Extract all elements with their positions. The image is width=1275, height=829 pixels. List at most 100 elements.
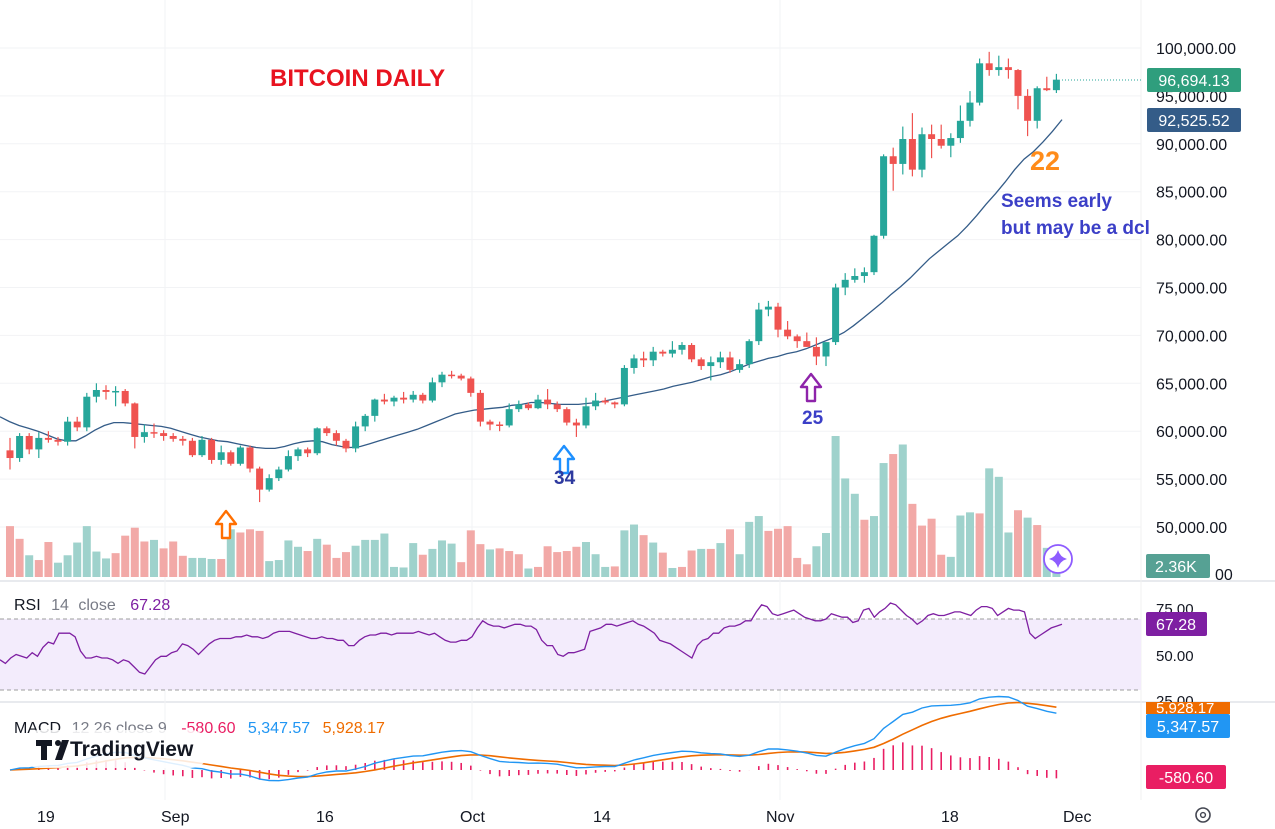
volume-bar [975, 513, 984, 577]
volume-bar [351, 545, 360, 577]
volume-bars [6, 436, 1061, 577]
volume-bar [150, 539, 158, 577]
volume-bar [553, 552, 562, 577]
volume-bar [207, 558, 216, 577]
histogram-value-tag[interactable]: -580.60 [1146, 765, 1226, 789]
candle-body [169, 435, 177, 439]
ma-value: 92,525.52 [1158, 113, 1229, 130]
volume-bar [639, 535, 648, 577]
volume-bar [745, 521, 754, 577]
candle-body [745, 341, 753, 365]
volume-bar [236, 532, 245, 577]
signal-value-tag[interactable]: 5,928.17 [1146, 700, 1230, 717]
volume-bar [774, 528, 782, 577]
ma-value-tag[interactable]: 92,525.52 [1147, 108, 1241, 132]
time-axis[interactable]: 19 Sep 16 Oct 14 Nov 18 Dec [37, 809, 1091, 826]
candle-body [678, 344, 686, 350]
last-price-tag[interactable]: 96,694.13 [1147, 68, 1241, 92]
candle-body [332, 433, 340, 441]
candle-body [188, 440, 196, 456]
candle-body [1024, 95, 1032, 121]
volume-bar [908, 503, 917, 577]
volume-bar [1014, 510, 1022, 577]
candle-body [428, 382, 436, 401]
candle-body [649, 351, 657, 361]
volume-bar [111, 553, 120, 577]
volume-bar [754, 516, 763, 577]
volume-bar [54, 562, 62, 577]
candle-body [496, 424, 504, 426]
volume-bar [438, 540, 446, 577]
x-tick: Sep [161, 809, 190, 826]
y-tick: 75,000.00 [1156, 281, 1227, 298]
candle-body [880, 156, 888, 236]
volume-bar [457, 562, 466, 577]
y-tick: 65,000.00 [1156, 376, 1227, 393]
volume-bar [322, 544, 331, 577]
rsi-tick: 50.00 [1156, 648, 1194, 665]
candle-body [35, 437, 43, 450]
settings-icon[interactable] [1195, 807, 1211, 823]
volume-bar [1004, 532, 1013, 577]
candle-body [342, 440, 350, 449]
candle-body [918, 134, 926, 170]
candle-body [793, 336, 801, 342]
rsi-band [0, 619, 1141, 690]
candle-body [956, 120, 964, 139]
volume-bar [764, 530, 773, 577]
macd-value-tag[interactable]: 5,347.57 [1146, 714, 1230, 738]
volume-bar [265, 561, 274, 577]
candle-body [217, 452, 225, 460]
volume-bar [380, 533, 389, 577]
candle-body [966, 102, 974, 121]
x-tick: 16 [316, 809, 334, 826]
ai-sparkle-button[interactable] [1043, 544, 1073, 574]
volume-bar [342, 552, 350, 577]
candle-body [457, 375, 465, 379]
volume-bar [217, 558, 226, 577]
candle-body [92, 390, 100, 397]
rsi-line [0, 602, 1063, 675]
candle-body [371, 399, 379, 416]
candle-body [640, 358, 648, 361]
candle-body [899, 139, 907, 164]
volume-value: 2.36K [1155, 559, 1197, 576]
candle-body [889, 156, 897, 164]
arrow-up-orange-icon [214, 509, 238, 540]
volume-bar [284, 540, 293, 577]
candle-body [947, 138, 955, 146]
volume-bar [399, 567, 408, 577]
volume-bar [25, 555, 34, 577]
volume-bar [889, 454, 898, 577]
volume-value-tag[interactable]: 2.36K [1146, 554, 1210, 578]
candle-body [140, 432, 148, 437]
candle-body [16, 435, 24, 459]
candle-body [563, 409, 571, 423]
volume-bar [658, 552, 667, 577]
volume-bar [255, 530, 264, 577]
volume-bar [860, 519, 869, 577]
volume-bar [466, 530, 475, 577]
candle-body [323, 428, 331, 434]
price-axis[interactable]: 100,000.00 95,000.00 90,000.00 85,000.00 80,… [1156, 41, 1236, 537]
volume-bar [822, 533, 830, 577]
candle-body [1004, 67, 1012, 71]
volume-bar [726, 529, 734, 577]
volume-bar [706, 548, 715, 577]
rsi-value-tag[interactable]: 67.28 [1146, 612, 1207, 636]
y-tick: 90,000.00 [1156, 137, 1227, 154]
candle-body [784, 329, 792, 337]
candle-body [534, 399, 542, 409]
volume-bar [946, 556, 955, 577]
rsi-value: 67.28 [1156, 617, 1196, 634]
volume-bar [34, 560, 43, 577]
volume-bar [198, 557, 206, 577]
candle-body [198, 439, 206, 456]
candle-body [668, 349, 676, 354]
volume-bar [6, 526, 14, 577]
candle-body [774, 306, 782, 330]
candle-body [1033, 88, 1041, 121]
candle-body [630, 358, 638, 368]
volume-bar [418, 554, 427, 577]
